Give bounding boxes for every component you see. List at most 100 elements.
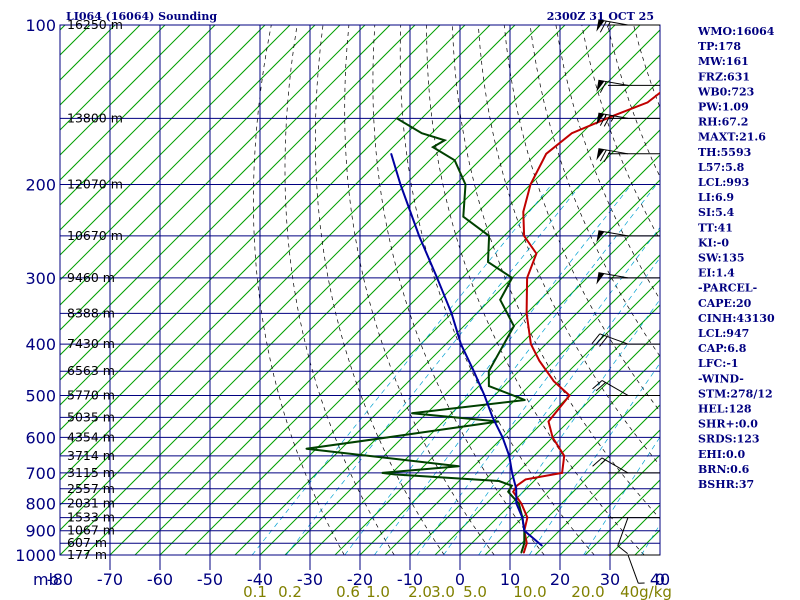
wind-barb	[596, 148, 660, 163]
parcel-point	[483, 394, 486, 397]
pressure-tick-label: 500	[25, 386, 56, 405]
wind-barb-half	[606, 21, 611, 28]
mixing-ratio-line	[478, 298, 660, 555]
height-tick-label: 3115 m	[67, 465, 115, 480]
isotherm-line	[209, 104, 660, 555]
temperature-tick-label: -50	[197, 570, 223, 589]
parcel-point	[491, 416, 494, 419]
index-line: PW:1.09	[698, 101, 749, 114]
pressure-tick-label: 300	[25, 269, 56, 288]
isotherm-line	[60, 25, 416, 381]
temperature-point	[561, 472, 563, 474]
index-line: EI:1.4	[698, 267, 735, 280]
temperature-tick-label: -10	[397, 570, 423, 589]
dewpoint-point	[395, 117, 398, 120]
temperature-point	[551, 436, 554, 439]
temperature-point	[553, 380, 555, 383]
isotherm-line	[60, 25, 466, 431]
index-line: -WIND-	[698, 372, 744, 385]
dewpoint-point	[386, 436, 389, 439]
height-tick-label: 10670 m	[67, 228, 123, 243]
dewpoint-point	[511, 277, 513, 279]
dewpoint-point	[458, 465, 460, 468]
height-tick-label: 16250 m	[67, 17, 123, 32]
dewpoint-point	[498, 480, 500, 482]
parcel-point	[541, 544, 543, 547]
wind-barb-staff	[601, 380, 629, 396]
dry-adiabat-line	[529, 25, 660, 357]
index-line: TP:178	[698, 40, 741, 53]
height-tick-label: 6563 m	[67, 363, 115, 378]
pressure-tick-label: 100	[25, 16, 56, 35]
wind-barb	[592, 380, 660, 396]
temperature-tick-label: 0	[655, 570, 665, 589]
mixing-ratio-tick-label: 0.2	[278, 583, 302, 600]
isotherm-line	[60, 25, 266, 231]
mixing-ratio-tick-label: 20.0	[571, 583, 604, 600]
height-tick-label: 1067 m	[67, 523, 115, 538]
dewpoint-point	[487, 261, 489, 263]
dewpoint-point	[443, 139, 446, 142]
height-tick-label: 7430 m	[67, 336, 115, 351]
index-line: KI:-0	[698, 236, 729, 249]
dewpoint-point	[411, 412, 413, 415]
temperature-point	[525, 312, 528, 315]
pressure-tick-label: 600	[25, 428, 56, 447]
pressure-tick-label: 800	[25, 495, 56, 514]
wind-barb-flag	[596, 113, 605, 125]
parcel-point	[523, 529, 526, 532]
mixing-ratio-tick-label: 3.0	[431, 583, 455, 600]
dewpoint-point	[432, 146, 434, 148]
temperature-tick-label: -40	[247, 570, 273, 589]
isotherm-line	[60, 25, 241, 206]
height-tick-label: 12070 m	[67, 177, 123, 192]
index-line: SW:135	[698, 252, 745, 265]
dewpoint-point	[518, 502, 520, 505]
isotherm-line	[60, 25, 216, 181]
dewpoint-point	[520, 551, 523, 554]
temperature-point	[523, 235, 525, 237]
wind-barb	[592, 457, 660, 474]
dewpoint-point	[497, 420, 500, 423]
temperature-tick-label: 30	[600, 570, 620, 589]
height-tick-label: 2557 m	[67, 481, 115, 496]
isotherm-line	[109, 25, 641, 555]
parcel-point	[418, 235, 420, 237]
index-line: MW:161	[698, 55, 749, 68]
sounding-profiles	[305, 91, 660, 554]
temperature-point	[568, 394, 571, 397]
wind-barb	[608, 554, 660, 584]
isotherm-line	[60, 25, 541, 506]
index-line: BSHR:37	[698, 478, 754, 491]
parcel-point	[501, 436, 504, 439]
index-line: HEL:128	[698, 403, 752, 416]
isotherm-line	[459, 354, 660, 555]
mixing-ratio-tick-label: 40g/kg	[620, 583, 672, 600]
wind-barb	[608, 517, 660, 555]
wind-barb-full	[603, 150, 611, 163]
index-line: SRDS:123	[698, 433, 760, 446]
mixing-ratio-tick-label: 0.1	[243, 583, 267, 600]
wind-barb-full	[595, 334, 604, 346]
temperature-point	[646, 101, 649, 104]
temperature-tick-label: 40	[650, 570, 670, 589]
isotherm-line	[60, 25, 591, 555]
temperature-point	[547, 420, 550, 423]
dewpoint-point	[394, 473, 397, 476]
wind-barb	[596, 112, 660, 127]
index-line: BRN:0.6	[698, 463, 750, 476]
temperature-point	[529, 183, 532, 186]
parcel-point	[460, 343, 462, 345]
isotherm-line	[309, 204, 660, 555]
height-tick-label: 3714 m	[67, 448, 115, 463]
temperature-point	[526, 542, 528, 544]
mixing-ratio-line	[443, 257, 660, 555]
index-line: SHR+:0.0	[698, 418, 758, 431]
wind-barb-full	[599, 81, 607, 93]
dewpoint-point	[453, 159, 456, 162]
wind-barb-staff	[617, 517, 629, 546]
dewpoint-point	[499, 299, 502, 301]
index-line: LI:6.9	[698, 191, 734, 204]
